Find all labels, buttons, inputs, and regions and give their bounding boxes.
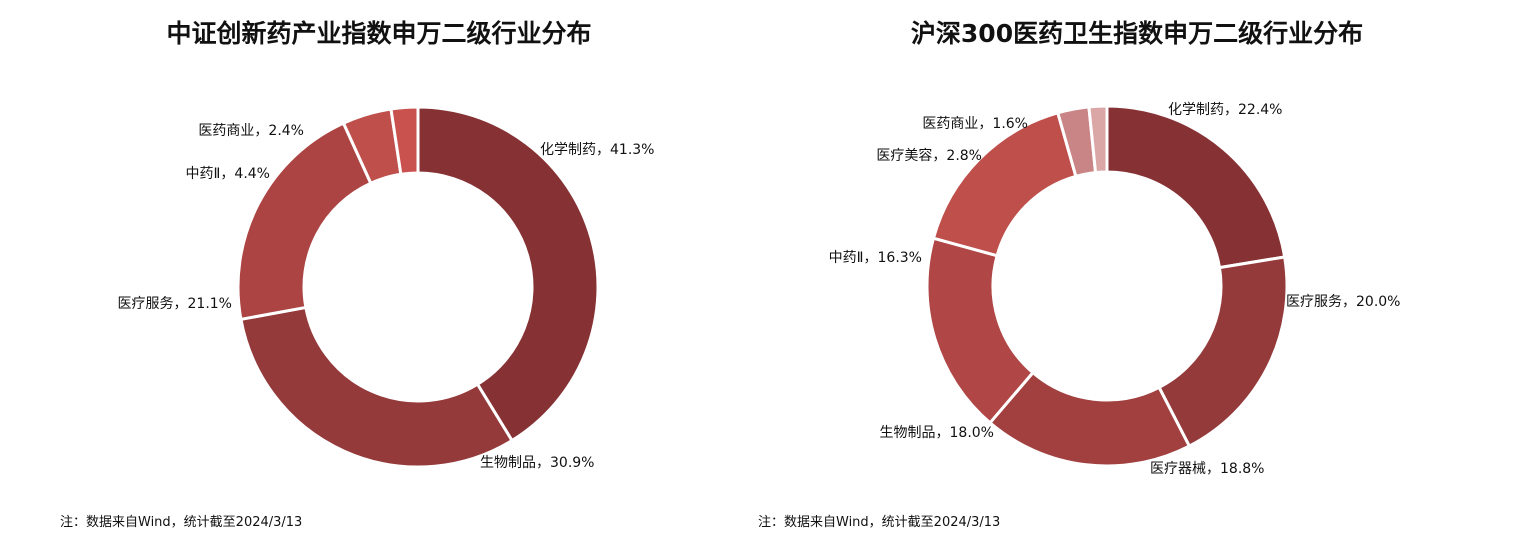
slice-label-2: 生物制品，30.9%: [480, 455, 594, 471]
source-note-left: 注：数据来自Wind，统计截至2024/3/13: [60, 515, 303, 530]
slice-label-2: 医疗服务，20.0%: [1286, 294, 1400, 310]
source-note-right: 注：数据来自Wind，统计截至2024/3/13: [758, 515, 1001, 530]
chart-panel-right: 化学制药，22.4% 医疗服务，20.0% 医疗器械，18.8% 生物制品，18.0%…: [758, 0, 1516, 534]
donut-slice-2: [1157, 255, 1289, 449]
donut-slice-1: [1105, 104, 1287, 270]
donut-slice-5: [931, 110, 1078, 258]
donut-slice-1: [416, 105, 600, 443]
slice-label-5: 医药商业，2.4%: [198, 123, 304, 139]
donut-slices: [925, 104, 1289, 468]
chart-panel-left: 化学制药，41.3% 生物制品，30.9% 医疗服务，21.1% 中药Ⅱ，4.4% 医药…: [0, 0, 758, 534]
slice-label-1: 化学制药，41.3%: [540, 142, 654, 158]
slice-label-3: 医疗服务，21.1%: [118, 296, 232, 312]
chart-title-left: 中证创新药产业指数申万二级行业分布: [166, 19, 592, 48]
chart-title-right: 沪深300医药卫生指数申万二级行业分布: [910, 19, 1364, 48]
slice-label-4: 生物制品，18.0%: [880, 425, 994, 441]
donut-chart-left: 化学制药，41.3% 生物制品，30.9% 医疗服务，21.1% 中药Ⅱ，4.4% 医药…: [118, 105, 654, 471]
donut-chart-right: 化学制药，22.4% 医疗服务，20.0% 医疗器械，18.8% 生物制品，18.0%…: [829, 102, 1401, 477]
donut-slice-3: [236, 121, 373, 322]
slice-label-4: 中药Ⅱ，4.4%: [186, 166, 270, 182]
slice-label-3: 医疗器械，18.8%: [1150, 461, 1264, 477]
donut-slice-2: [239, 305, 515, 469]
donut-slice-7: [1087, 104, 1109, 175]
donut-slice-5: [389, 105, 420, 176]
slice-label-7: 医药商业，1.6%: [922, 116, 1028, 132]
donut-slices: [236, 105, 600, 469]
slice-label-1: 化学制药，22.4%: [1168, 102, 1282, 118]
slice-label-5: 中药Ⅱ，16.3%: [829, 250, 922, 266]
slice-label-6: 医疗美容，2.8%: [876, 147, 982, 164]
